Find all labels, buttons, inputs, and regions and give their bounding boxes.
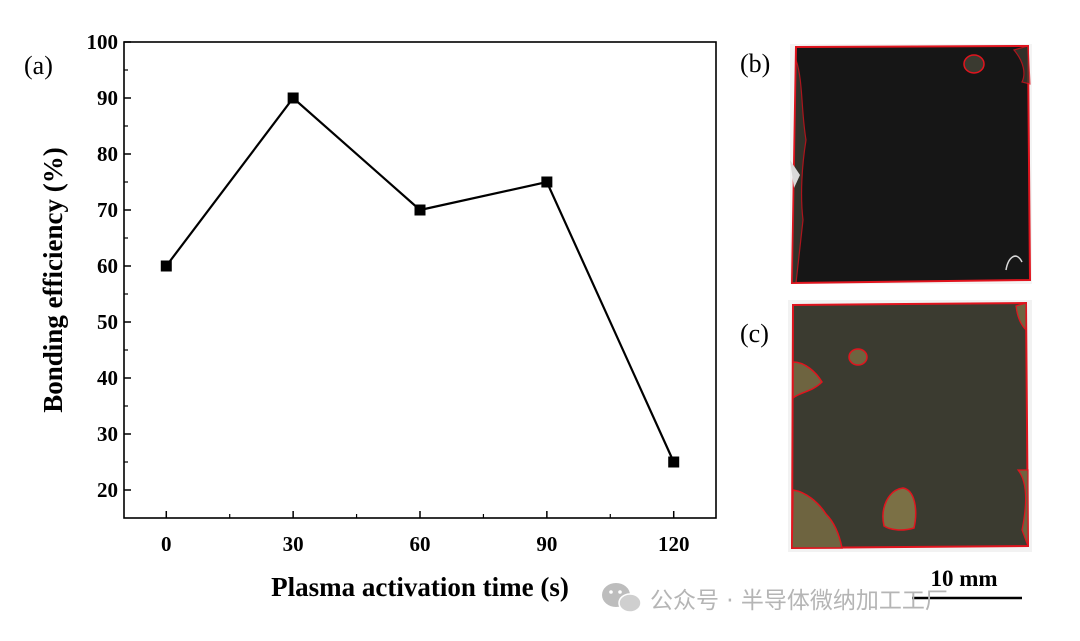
photo-b-void-spot [963, 54, 985, 74]
x-axis-ticks: 0 30 60 90 120 [161, 511, 689, 556]
photo-c-void-spot [848, 348, 868, 366]
panel-label-c: (c) [740, 319, 769, 348]
series-line [165, 96, 675, 463]
x-tick-label: 0 [161, 532, 172, 556]
y-tick-label: 30 [97, 422, 118, 446]
photo-c-bottom-void [882, 487, 917, 531]
photo-panel-c: (c) [740, 300, 1032, 552]
panel-label-a: (a) [24, 51, 53, 80]
photo-b-bonded-die [790, 44, 1032, 285]
scale-bar: 10 mm [912, 566, 1022, 600]
x-tick-label: 60 [410, 532, 431, 556]
photo-b-edge-void [791, 59, 807, 284]
photo-c-corner-void-top-right [1015, 302, 1027, 332]
x-axis-title: Plasma activation time (s) [271, 572, 569, 602]
scale-bar-label: 10 mm [930, 566, 997, 591]
y-tick-label: 100 [87, 30, 119, 54]
photo-c-left-void [792, 361, 823, 400]
y-axis-title: Bonding efficiency (%) [38, 147, 68, 412]
wechat-icon [602, 583, 642, 613]
x-tick-label: 30 [283, 532, 304, 556]
series-layer [160, 92, 680, 468]
data-point-marker [287, 92, 299, 104]
panel-label-b: (b) [740, 49, 770, 78]
data-point-marker [160, 260, 172, 272]
photo-b-corner-void [1012, 45, 1031, 85]
y-tick-label: 50 [97, 310, 118, 334]
data-point-marker [414, 204, 426, 216]
y-tick-label: 80 [97, 142, 118, 166]
y-tick-label: 70 [97, 198, 118, 222]
data-point-marker [541, 176, 553, 188]
y-axis-ticks: 20 30 40 50 60 70 80 90 100 [87, 30, 131, 502]
x-tick-label: 120 [658, 532, 690, 556]
photo-c-corner-void-bottom-left [791, 489, 843, 549]
chart-panel-a: (a) 20 30 40 50 60 70 80 90 100 0 30 60 90 120 Plasm… [24, 30, 717, 602]
photo-panel-b: (b) [740, 44, 1032, 285]
y-tick-label: 40 [97, 366, 118, 390]
y-tick-label: 60 [97, 254, 118, 278]
plot-frame [123, 41, 717, 519]
watermark-text: 公众号 · 半导体微纳加工工厂 [650, 588, 948, 614]
photo-c-corner-void-right [1016, 469, 1029, 547]
photo-b-scratch [1005, 255, 1023, 271]
photo-b-chip [790, 160, 800, 188]
x-tick-label: 90 [536, 532, 557, 556]
y-tick-label: 20 [97, 478, 118, 502]
data-point-marker [668, 456, 680, 468]
watermark: 公众号 · 半导体微纳加工工厂 [602, 583, 948, 614]
y-tick-label: 90 [97, 86, 118, 110]
